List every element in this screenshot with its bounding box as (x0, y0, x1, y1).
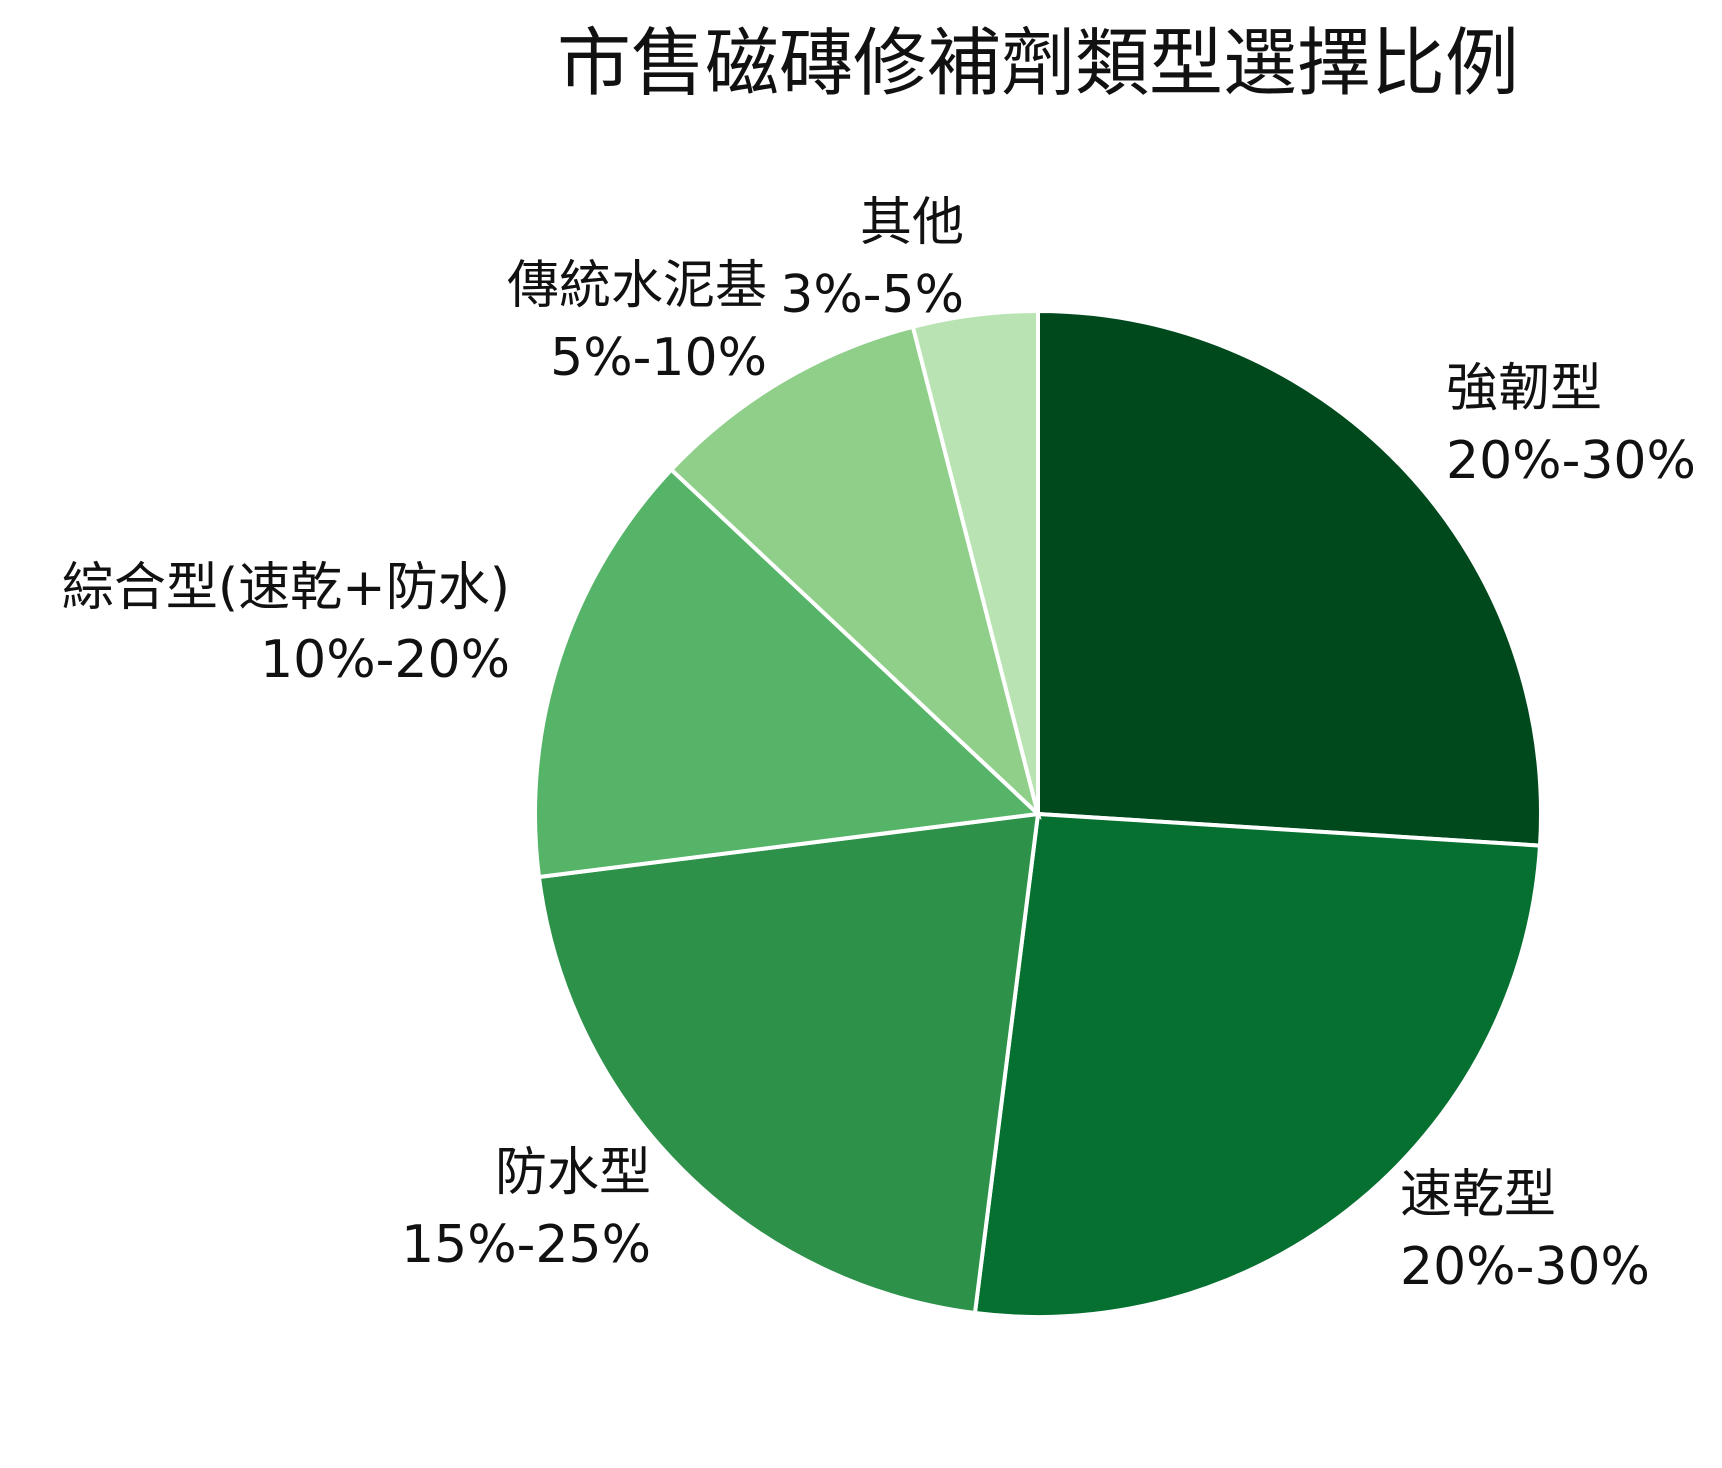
slice-label: 其他 (860, 193, 964, 253)
slice-label: 傳統水泥基 (507, 256, 767, 316)
slice-range: 20%-30% (1400, 1237, 1650, 1297)
slice-range: 5%-10% (550, 328, 767, 388)
slice-range: 20%-30% (1446, 431, 1696, 491)
slice-label: 綜合型(速乾+防水) (62, 558, 510, 618)
slice-range: 10%-20% (260, 630, 510, 690)
pie-slice (668, 324, 1042, 821)
slice-label: 強韌型 (1446, 359, 1602, 419)
slice-label: 防水型 (495, 1143, 651, 1203)
slice-range: 15%-25% (401, 1215, 651, 1275)
pie-slice (910, 308, 1040, 815)
slice-label: 速乾型 (1400, 1165, 1556, 1225)
pie-slice (533, 466, 1043, 880)
slice-range: 3%-5% (780, 265, 964, 325)
chart-title: 市售磁磚修補劑類型選擇比例 (557, 21, 1519, 107)
pie-slice (536, 811, 1041, 1316)
pie-slice (1036, 308, 1543, 848)
pie-slice (972, 811, 1543, 1319)
